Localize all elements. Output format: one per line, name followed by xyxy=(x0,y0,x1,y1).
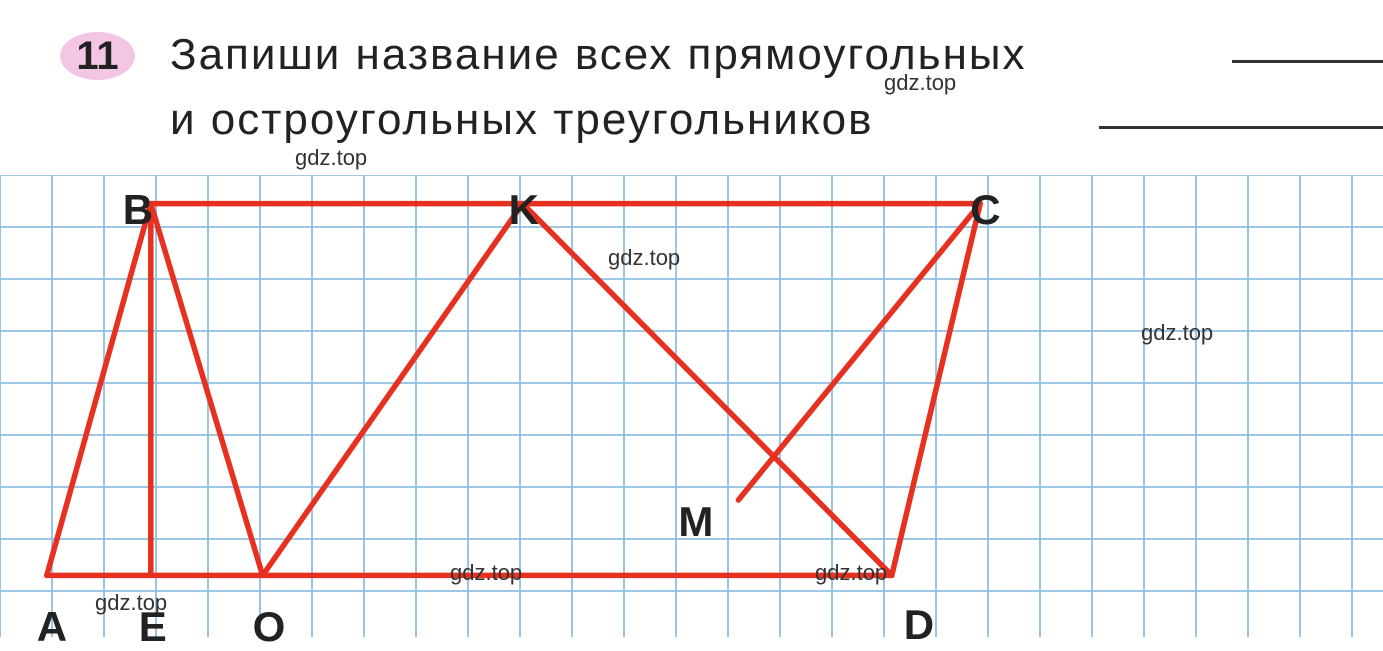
vertex-label-D: D xyxy=(904,601,934,649)
problem-number-badge: 11 xyxy=(60,32,135,80)
vertex-label-A: A xyxy=(37,603,67,651)
vertex-label-E: E xyxy=(139,603,167,651)
vertex-label-M: M xyxy=(678,498,713,546)
prompt-text-line2: и остроугольных треугольников xyxy=(170,95,873,145)
watermark: gdz.top xyxy=(884,70,956,96)
watermark: gdz.top xyxy=(1141,320,1213,346)
answer-blank[interactable] xyxy=(1099,126,1383,129)
watermark: gdz.top xyxy=(295,145,367,171)
watermark: gdz.top xyxy=(608,245,680,271)
watermark: gdz.top xyxy=(815,560,887,586)
geometry-edge xyxy=(263,204,523,576)
geometry-edge xyxy=(47,204,151,576)
grid-area xyxy=(0,175,1383,615)
vertex-label-O: O xyxy=(253,603,286,651)
vertex-label-C: C xyxy=(970,186,1000,234)
answer-blank[interactable] xyxy=(1232,60,1383,63)
grid-svg xyxy=(0,175,1383,637)
vertex-label-B: B xyxy=(123,186,153,234)
vertex-label-K: K xyxy=(509,186,539,234)
geometry-edge xyxy=(151,204,263,576)
watermark: gdz.top xyxy=(450,560,522,586)
